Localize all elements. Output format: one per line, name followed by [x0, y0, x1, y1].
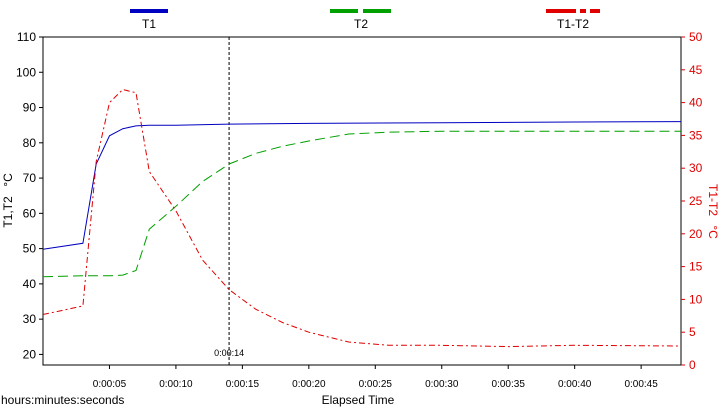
- y-left-tick-label: 100: [16, 65, 36, 79]
- x-tick-label: 0:00:40: [558, 379, 592, 390]
- legend-item-t1-t2[interactable]: T1-T2: [546, 9, 600, 31]
- x-tick-label: 0:00:30: [425, 379, 459, 390]
- y-right-tick-label: 25: [689, 194, 703, 208]
- y-axis-right-label: T1-T2: [706, 184, 719, 216]
- y-right-tick-label: 30: [689, 161, 703, 175]
- legend-item-t2[interactable]: T2: [330, 9, 393, 31]
- x-tick-label: 0:00:10: [159, 379, 193, 390]
- series-line-t1: [42, 121, 682, 250]
- x-tick-label: 0:00:35: [492, 379, 526, 390]
- y-axis-left-label: T1,T2: [1, 196, 15, 228]
- y-left-tick-label: 30: [23, 312, 37, 326]
- legend-label-t1-t2: T1-T2: [557, 17, 589, 31]
- x-axis-label: Elapsed Time: [322, 393, 395, 407]
- y-right-tick-label: 15: [689, 260, 703, 274]
- y-right-tick-label: 35: [689, 128, 703, 142]
- x-tick-label: 0:00:45: [624, 379, 658, 390]
- ticks: 20 30 40 50 60 70 80 90 100 110 0 5 10 15 20 25 30 35 40 45…: [16, 30, 703, 390]
- y-right-tick-label: 20: [689, 227, 703, 241]
- x-axis-units-label: hours:minutes:seconds: [1, 393, 124, 407]
- y-left-tick-label: 50: [23, 242, 37, 256]
- y-left-tick-label: 110: [17, 30, 36, 44]
- y-axis-right-unit: °C: [706, 225, 719, 239]
- y-right-tick-label: 10: [689, 292, 703, 306]
- series-layer: [42, 88, 682, 348]
- y-right-tick-label: 0: [689, 358, 696, 372]
- x-tick-label: 0:00:05: [93, 379, 127, 390]
- cursor-label: 0:00:14: [214, 348, 244, 358]
- y-left-tick-label: 70: [23, 171, 37, 185]
- y-axis-left-unit: °C: [1, 173, 15, 187]
- legend-label-t2: T2: [354, 17, 368, 31]
- axes: [42, 36, 682, 366]
- x-tick-label: 0:00:15: [226, 379, 260, 390]
- x-tick-label: 0:00:20: [292, 379, 326, 390]
- y-right-tick-label: 50: [689, 30, 703, 44]
- legend-item-t1[interactable]: T1: [130, 9, 168, 31]
- y-right-tick-label: 40: [689, 96, 703, 110]
- x-tick-label: 0:00:25: [359, 379, 393, 390]
- y-left-tick-label: 90: [23, 101, 37, 115]
- y-right-tick-label: 5: [689, 325, 696, 339]
- y-left-tick-label: 80: [23, 136, 37, 150]
- y-left-tick-label: 60: [23, 206, 37, 220]
- plot-area-frame: [42, 36, 682, 366]
- y-right-tick-label: 45: [689, 63, 703, 77]
- y-left-tick-label: 20: [23, 347, 37, 361]
- legend: T1 T2 T1-T2: [130, 9, 600, 31]
- series-line-t1-t2: [42, 88, 682, 348]
- series-line-t2: [42, 130, 681, 278]
- legend-label-t1: T1: [142, 17, 156, 31]
- y-left-tick-label: 40: [23, 277, 37, 291]
